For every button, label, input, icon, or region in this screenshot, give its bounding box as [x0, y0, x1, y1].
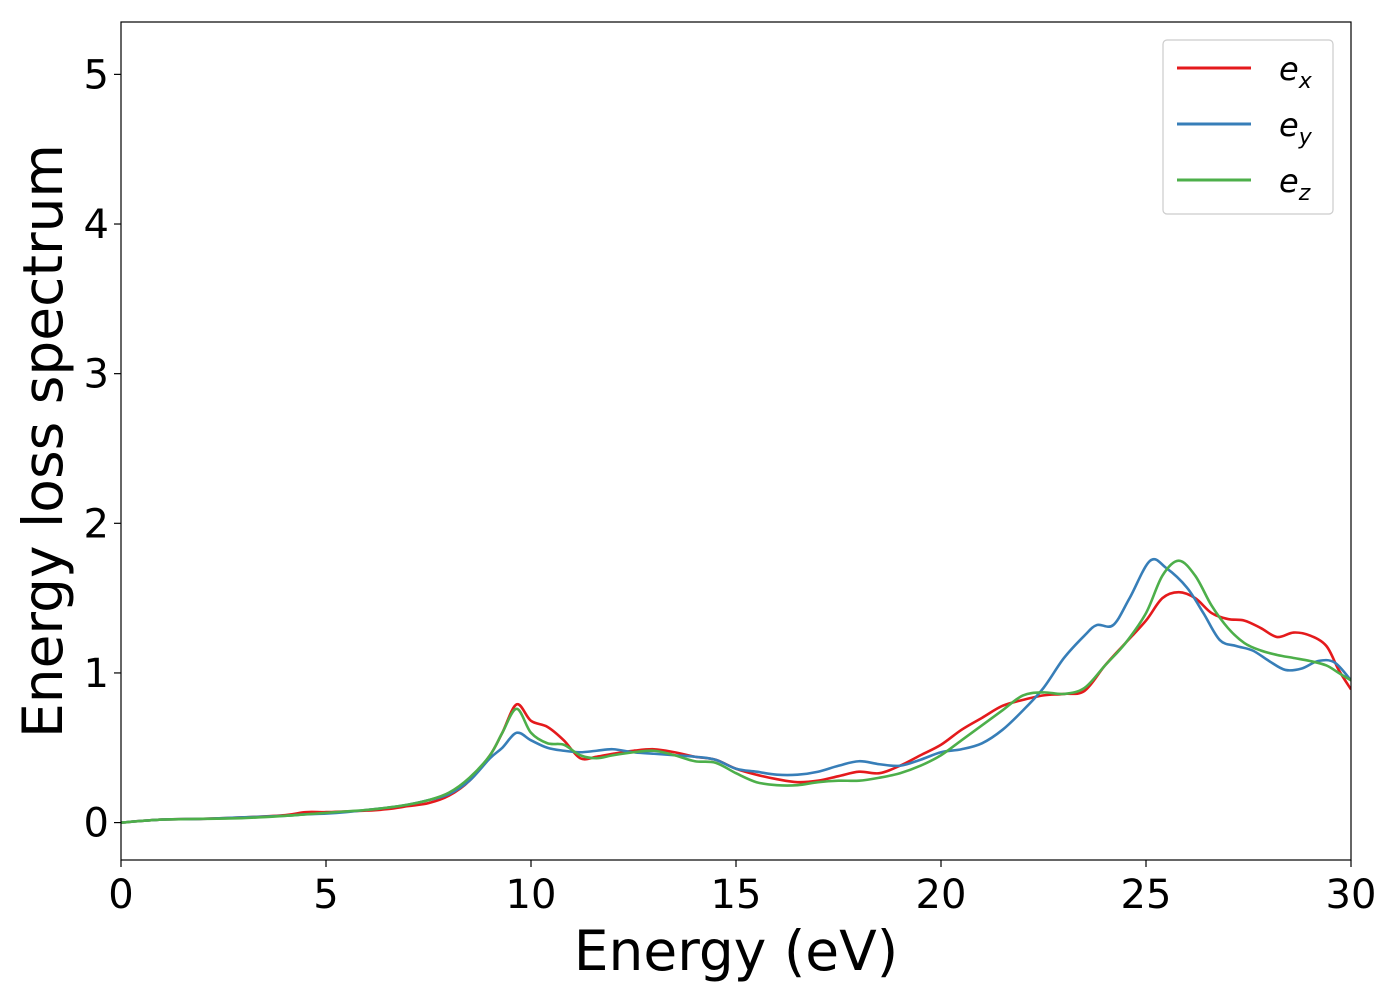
x-tick-label: 30: [1326, 872, 1377, 918]
y-tick-label: 2: [84, 501, 109, 547]
y-axis-title: Energy loss spectrum: [11, 144, 75, 738]
y-tick-label: 5: [84, 52, 109, 98]
x-tick-label: 20: [916, 872, 967, 918]
legend: ex ey ez: [1162, 39, 1334, 215]
y-tick-label: 3: [84, 352, 109, 398]
y-axis-ticks: 0 1 2 3 4 5: [84, 52, 121, 847]
series-line-y: [121, 557, 1351, 824]
legend-label-z: ez: [1279, 162, 1311, 206]
legend-label-y: ey: [1279, 106, 1313, 150]
series-layer: [121, 557, 1351, 824]
legend-box: [1162, 39, 1334, 215]
x-tick-label: 25: [1121, 872, 1172, 918]
y-tick-label: 4: [84, 202, 109, 248]
x-axis-ticks: 0 5 10 15 20 25 30: [108, 860, 1376, 918]
legend-label-x: ex: [1279, 50, 1313, 94]
y-tick-label: 0: [84, 801, 109, 847]
x-tick-label: 5: [313, 872, 338, 918]
x-tick-label: 15: [711, 872, 762, 918]
series-line-z: [121, 559, 1351, 824]
x-tick-label: 0: [108, 872, 133, 918]
x-axis-title: Energy (eV): [574, 919, 898, 983]
series-line-x: [121, 590, 1351, 824]
y-tick-label: 1: [84, 651, 109, 697]
x-tick-label: 10: [506, 872, 557, 918]
